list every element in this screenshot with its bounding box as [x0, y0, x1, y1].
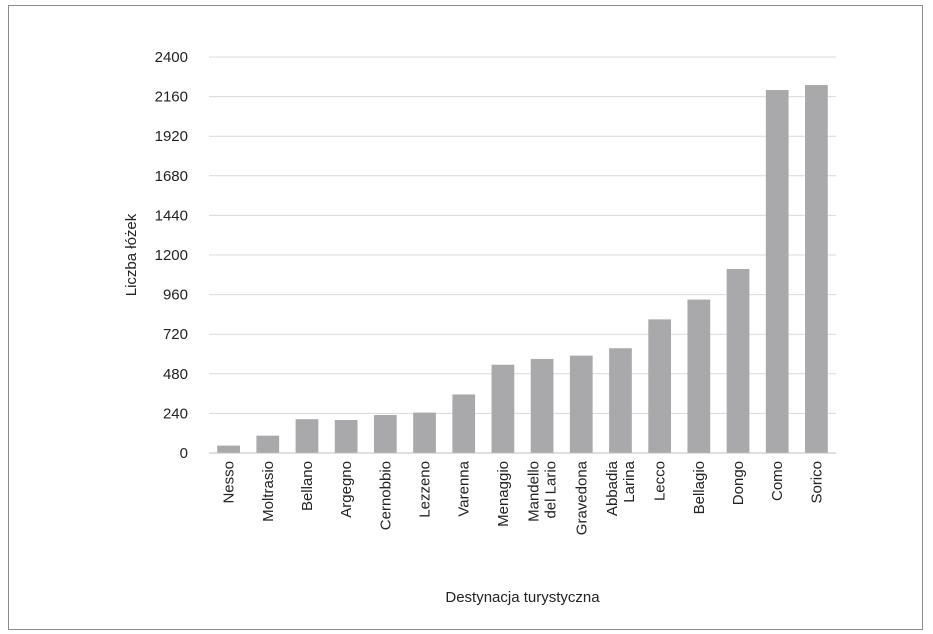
- x-tick-label-line: Menaggio: [495, 461, 512, 527]
- x-tick-label-line: Abbadia: [604, 460, 621, 516]
- x-axis-title: Destynacja turystyczna: [445, 589, 600, 606]
- y-tick-labels: 0 240 480 720 960 1200 1440 1680 1920 2160 2400: [155, 49, 188, 462]
- y-tick-label: 1440: [155, 207, 188, 224]
- x-tick-label-line: Dongo: [730, 461, 747, 505]
- x-tick-label: Sorico: [808, 461, 825, 504]
- bar: [491, 364, 515, 453]
- x-tick-label: Dongo: [730, 461, 747, 505]
- x-tick-label-line: Bellagio: [691, 461, 708, 514]
- y-tick-label: 2160: [155, 89, 188, 106]
- x-tick-label-line: Mandello: [526, 461, 543, 522]
- bar: [530, 358, 554, 453]
- x-tick-label-line: Larina: [621, 460, 638, 502]
- x-tick-label: Mandello del Lario: [526, 461, 560, 522]
- x-tick-label-line: Varenna: [456, 460, 473, 516]
- bars: [217, 85, 828, 454]
- x-tick-labels: Nesso Moltrasio Bellano Argegno Cernobbio Lez…: [221, 460, 826, 535]
- x-tick-label-line: Cernobbio: [377, 461, 394, 530]
- x-tick-label: Argegno: [338, 461, 355, 518]
- x-tick-label-line: Nesso: [221, 461, 238, 504]
- bar: [217, 445, 240, 453]
- x-tick-label-line: Lecco: [652, 461, 669, 501]
- y-tick-label: 960: [163, 287, 188, 304]
- bar: [452, 394, 476, 453]
- y-tick-label: 720: [163, 326, 188, 343]
- y-tick-label: 1920: [155, 128, 188, 145]
- y-tick-label: 1680: [155, 168, 188, 185]
- bar: [726, 269, 750, 453]
- x-tick-label: Varenna: [456, 460, 473, 516]
- x-tick-label: Como: [769, 461, 786, 501]
- x-tick-label: Moltrasio: [260, 461, 277, 522]
- y-tick-label: 2400: [155, 49, 188, 66]
- x-tick-label-line: del Lario: [543, 461, 560, 519]
- x-tick-label-line: Moltrasio: [260, 461, 277, 522]
- x-tick-label-line: Lezzeno: [417, 461, 434, 518]
- x-tick-label: Menaggio: [495, 461, 512, 527]
- x-tick-label: Lezzeno: [417, 461, 434, 518]
- x-tick-label: Cernobbio: [377, 461, 394, 530]
- x-tick-label: Gravedona: [573, 460, 590, 535]
- bar: [765, 90, 789, 453]
- bar: [805, 85, 828, 454]
- x-tick-label: Bellano: [299, 461, 316, 511]
- bar: [609, 348, 632, 453]
- bar: [334, 420, 358, 453]
- x-tick-label: Nesso: [221, 461, 238, 504]
- bar: [256, 435, 280, 453]
- bar: [413, 412, 436, 453]
- x-tick-label: Abbadia Larina: [604, 460, 638, 516]
- x-tick-label: Bellagio: [691, 461, 708, 514]
- bar: [295, 419, 319, 453]
- x-tick-label-line: Sorico: [808, 461, 825, 504]
- x-tick-label-line: Como: [769, 461, 786, 501]
- y-tick-label: 0: [180, 445, 188, 462]
- x-tick-label-line: Argegno: [338, 461, 355, 518]
- y-axis-title: Liczba łóżek: [123, 213, 140, 296]
- bar: [569, 355, 593, 453]
- bar: [687, 299, 711, 453]
- y-tick-label: 240: [163, 405, 188, 422]
- y-tick-label: 1200: [155, 247, 188, 264]
- x-tick-label: Lecco: [652, 461, 669, 501]
- bar: [373, 415, 397, 453]
- x-tick-label-line: Gravedona: [573, 460, 590, 535]
- bar: [648, 319, 672, 453]
- y-tick-label: 480: [163, 366, 188, 383]
- x-tick-label-line: Bellano: [299, 461, 316, 511]
